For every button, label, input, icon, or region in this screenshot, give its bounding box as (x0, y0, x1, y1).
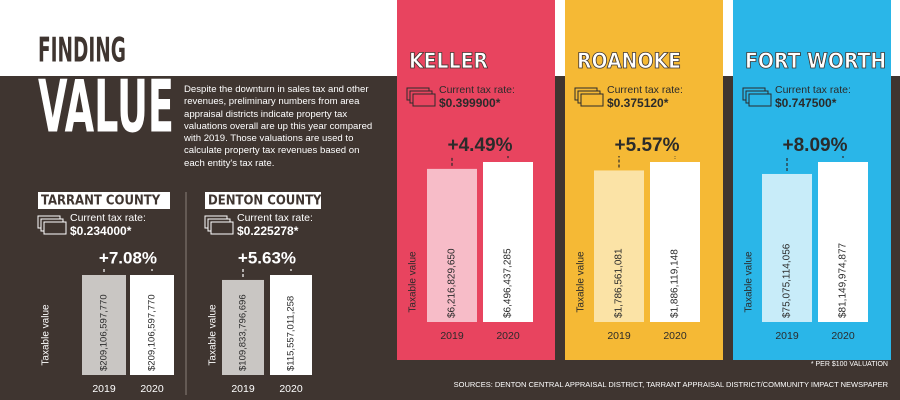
bar-value-label: $6,216,829,650 (447, 248, 458, 318)
panel-title: ROANOKE (577, 49, 681, 73)
year-label: 2019 (231, 383, 255, 395)
rate-label: Current tax rate: (607, 84, 683, 96)
rate-label: Current tax rate: (439, 84, 515, 96)
bar (650, 162, 700, 322)
year-label: 2019 (607, 330, 631, 342)
change-bg (781, 136, 849, 156)
bar (270, 275, 312, 375)
money-icon (748, 93, 772, 107)
bar (427, 168, 477, 322)
change-bg (94, 249, 162, 269)
year-label: 2020 (279, 383, 303, 395)
money-icon (43, 221, 67, 235)
axis-label: Taxable value (408, 251, 419, 313)
change-value: +8.09% (783, 135, 848, 156)
rate-value: $0.375120* (607, 96, 669, 110)
year-label: 2019 (775, 330, 799, 342)
axis-label: Taxable value (576, 251, 587, 313)
rate-value: $0.399900* (439, 96, 501, 110)
bar-value-label: $115,557,011,258 (286, 296, 297, 371)
rate-label: Current tax rate: (70, 212, 146, 224)
bar (762, 173, 812, 322)
bar-value-label: $75,075,114,056 (782, 243, 793, 318)
panel-title-box (205, 192, 321, 209)
axis-label: Taxable value (41, 304, 52, 366)
panel-title: TARRANT COUNTY (41, 194, 161, 209)
bar-value-label: $6,496,437,285 (503, 248, 514, 318)
bar-value-label: $1,786,561,081 (614, 248, 625, 318)
rate-label: Current tax rate: (237, 212, 313, 224)
bar (130, 275, 174, 375)
year-label: 2020 (663, 330, 687, 342)
change-value: +4.49% (448, 135, 513, 156)
sources: SOURCES: DENTON CENTRAL APPRAISAL DISTRI… (454, 380, 889, 389)
bar (82, 275, 126, 375)
year-label: 2020 (496, 330, 520, 342)
title-big: VALUE (38, 65, 174, 149)
rate-value: $0.225278* (237, 224, 299, 238)
panel-title-box (38, 192, 170, 209)
panel-title: FORT WORTH (745, 49, 886, 73)
bar (594, 170, 644, 322)
money-icon (210, 221, 234, 235)
money-icon (580, 93, 604, 107)
title-small: FINDING (38, 31, 126, 71)
change-bracket (618, 145, 676, 168)
rate-value: $0.747500* (775, 96, 837, 110)
year-label: 2020 (831, 330, 855, 342)
rate-label: Current tax rate: (775, 84, 851, 96)
bar (483, 162, 533, 322)
bar-value-label: $209,106,597,770 (99, 294, 110, 371)
year-label: 2019 (440, 330, 464, 342)
change-bg (233, 249, 301, 269)
intro: Despite the downturn in sales tax and ot… (184, 84, 373, 169)
footnote: * PER $100 VALUATION (811, 361, 888, 368)
axis-label: Taxable value (208, 304, 219, 366)
year-label: 2019 (92, 383, 116, 395)
change-value: +5.57% (615, 135, 680, 156)
bar-value-label: $81,149,974,877 (838, 242, 849, 318)
panel-title: DENTON COUNTY (208, 194, 322, 209)
change-bg (613, 136, 681, 156)
bar-value-label: $109,833,796,696 (238, 294, 249, 371)
intro-box: Despite the downturn in sales tax and ot… (184, 84, 373, 169)
change-value: +7.08% (99, 248, 157, 267)
bar (222, 279, 264, 375)
rate-value: $0.234000* (70, 224, 132, 238)
bar (818, 162, 868, 322)
year-label: 2020 (140, 383, 164, 395)
bar-value-label: $209,106,597,770 (147, 294, 158, 371)
change-bg (446, 136, 514, 156)
axis-label: Taxable value (744, 251, 755, 313)
money-icon (412, 93, 436, 107)
bar-value-label: $1,886,119,148 (670, 249, 681, 318)
panel-title: KELLER (409, 49, 489, 73)
change-value: +5.63% (238, 248, 296, 267)
